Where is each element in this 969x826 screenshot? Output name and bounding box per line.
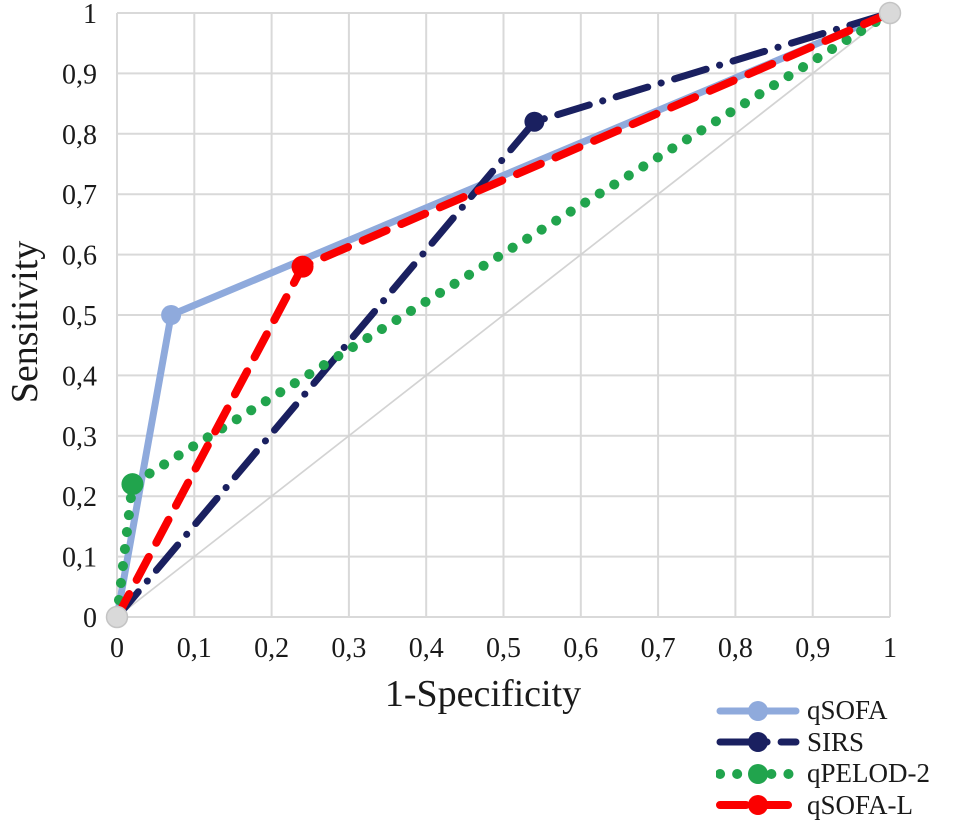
y-tick-label: 0,5 <box>62 301 97 332</box>
y-tick-label: 0,8 <box>62 120 97 151</box>
x-tick-label: 0,3 <box>331 633 366 664</box>
legend-item-qsofa: qSOFA <box>716 695 930 727</box>
marker-sirs <box>524 111 545 132</box>
legend-label-sirs: SIRS <box>807 726 865 757</box>
x-tick-label: 0,5 <box>486 633 521 664</box>
y-tick-label: 0,2 <box>62 482 97 513</box>
y-tick-label: 0,9 <box>62 59 97 90</box>
x-axis-title: 1-Specificity <box>384 673 582 715</box>
reference-diagonal-line <box>116 12 891 618</box>
x-tick-label: 1 <box>883 633 897 664</box>
y-tick-label: 0 <box>83 603 97 634</box>
legend-item-qpelod2: qPELOD-2 <box>716 758 930 790</box>
y-tick-label: 0,3 <box>62 422 97 453</box>
marker-qpelod-2 <box>121 473 144 496</box>
marker-qsofa <box>161 305 182 325</box>
x-tick-label: 0,4 <box>409 633 444 664</box>
legend: qSOFA SIRS qPELOD-2 qSOFA-L <box>716 695 930 821</box>
sirs-line-sample-icon <box>716 732 800 753</box>
y-tick-label: 0,4 <box>62 361 97 392</box>
qsofa-line-sample-icon <box>716 700 800 721</box>
y-tick-label: 0,1 <box>62 543 97 574</box>
legend-label-qsofa-l: qSOFA-L <box>807 789 914 820</box>
legend-item-qsofa-l: qSOFA-L <box>716 790 930 822</box>
legend-item-sirs: SIRS <box>716 727 930 759</box>
y-tick-label: 1 <box>83 0 97 30</box>
x-tick-label: 0,6 <box>563 633 598 664</box>
marker-qsofa-l <box>291 255 314 278</box>
x-tick-label: 0,1 <box>177 633 212 664</box>
y-tick-label: 0,6 <box>62 241 97 272</box>
legend-label-qpelod2: qPELOD-2 <box>807 758 930 789</box>
y-tick-label: 0,7 <box>62 180 97 211</box>
x-tick-label: 0,9 <box>795 633 830 664</box>
endpoint-marker <box>105 605 129 629</box>
x-tick-label: 0,7 <box>641 633 676 664</box>
legend-label-qsofa: qSOFA <box>807 695 888 726</box>
x-tick-label: 0,8 <box>718 633 753 664</box>
endpoint-marker <box>878 1 902 25</box>
y-axis-title: Sensitivity <box>4 240 46 404</box>
x-tick-label: 0 <box>110 633 124 664</box>
series-line-sirs <box>113 9 894 621</box>
x-tick-label: 0,2 <box>254 633 289 664</box>
qsofa-l-line-sample-icon <box>716 795 800 816</box>
qpelod2-line-sample-icon <box>716 763 800 784</box>
